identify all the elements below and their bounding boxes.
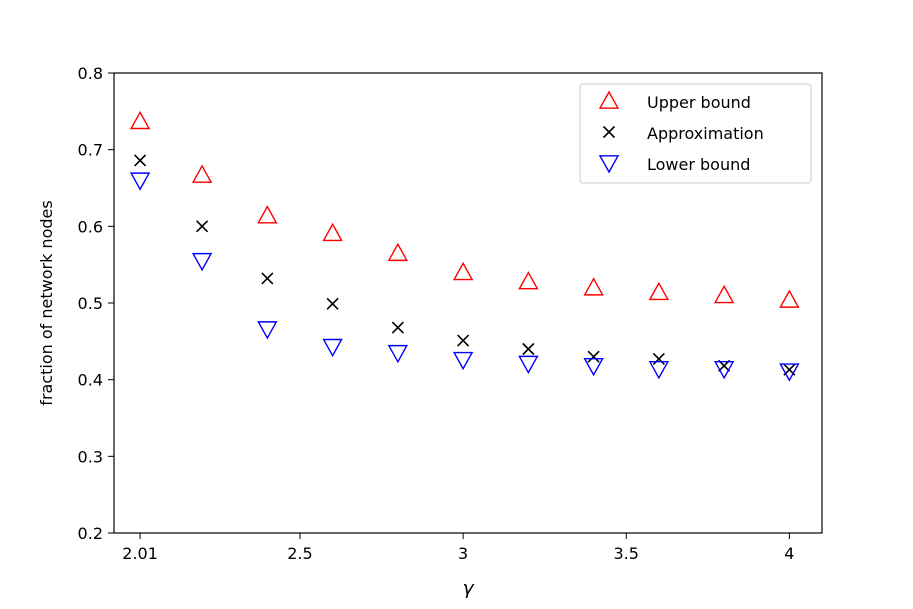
legend-box bbox=[579, 83, 812, 184]
y-tick-label: 0.5 bbox=[78, 294, 103, 313]
data-markers bbox=[129, 110, 800, 382]
data-point bbox=[518, 271, 539, 290]
data-point bbox=[713, 361, 735, 380]
data-point bbox=[583, 357, 604, 377]
data-point bbox=[779, 363, 800, 382]
data-point bbox=[322, 222, 343, 242]
x-tick-label: 2.5 bbox=[287, 544, 312, 563]
data-point bbox=[452, 261, 474, 281]
data-point bbox=[387, 242, 409, 262]
y-axis-ticks: 0.2 0.3 0.4 0.5 0.6 0.7 0.8 bbox=[78, 64, 114, 543]
legend-marker bbox=[602, 125, 616, 139]
x-tick-label: 3.5 bbox=[614, 544, 639, 563]
data-point bbox=[387, 344, 409, 364]
data-point bbox=[261, 272, 274, 285]
data-point bbox=[134, 154, 147, 167]
data-point bbox=[648, 361, 670, 380]
x-tick-label: 2.01 bbox=[122, 544, 158, 563]
y-tick-label: 0.4 bbox=[78, 371, 103, 390]
legend-marker bbox=[598, 90, 620, 109]
data-point bbox=[522, 342, 535, 356]
data-point bbox=[129, 110, 151, 130]
legend-label-upper-bound: Upper bound bbox=[647, 93, 751, 112]
y-tick-label: 0.3 bbox=[78, 447, 103, 466]
data-point bbox=[191, 164, 213, 183]
data-point bbox=[587, 350, 600, 363]
data-point bbox=[191, 252, 213, 272]
data-point bbox=[196, 220, 209, 233]
data-point bbox=[652, 352, 665, 366]
data-point bbox=[518, 355, 539, 375]
data-point bbox=[322, 338, 343, 358]
x-axis-label: γ bbox=[462, 577, 475, 599]
data-point bbox=[452, 351, 474, 371]
x-tick-label: 4 bbox=[784, 544, 794, 563]
data-point bbox=[391, 321, 404, 334]
data-point bbox=[583, 277, 604, 296]
data-point bbox=[129, 172, 151, 191]
data-point bbox=[257, 205, 278, 224]
y-tick-label: 0.2 bbox=[78, 524, 103, 543]
legend-label-lower-bound: Lower bound bbox=[647, 155, 750, 174]
y-tick-label: 0.6 bbox=[78, 217, 103, 236]
data-point bbox=[713, 284, 735, 304]
data-point bbox=[257, 321, 278, 340]
legend: Upper bound Approximation Lower bound bbox=[579, 83, 812, 184]
data-point bbox=[457, 334, 470, 347]
legend-marker bbox=[598, 155, 620, 174]
y-tick-label: 0.8 bbox=[78, 64, 103, 83]
x-axis-ticks: 2.01 2.5 3 3.5 4 bbox=[122, 533, 794, 563]
legend-markers bbox=[598, 90, 620, 174]
data-point bbox=[648, 281, 670, 301]
data-point bbox=[779, 289, 800, 308]
data-point bbox=[326, 297, 339, 310]
x-tick-label: 3 bbox=[458, 544, 468, 563]
y-axis-label: fraction of network nodes bbox=[37, 200, 56, 405]
legend-label-approximation: Approximation bbox=[647, 124, 764, 143]
y-tick-label: 0.7 bbox=[78, 141, 103, 160]
